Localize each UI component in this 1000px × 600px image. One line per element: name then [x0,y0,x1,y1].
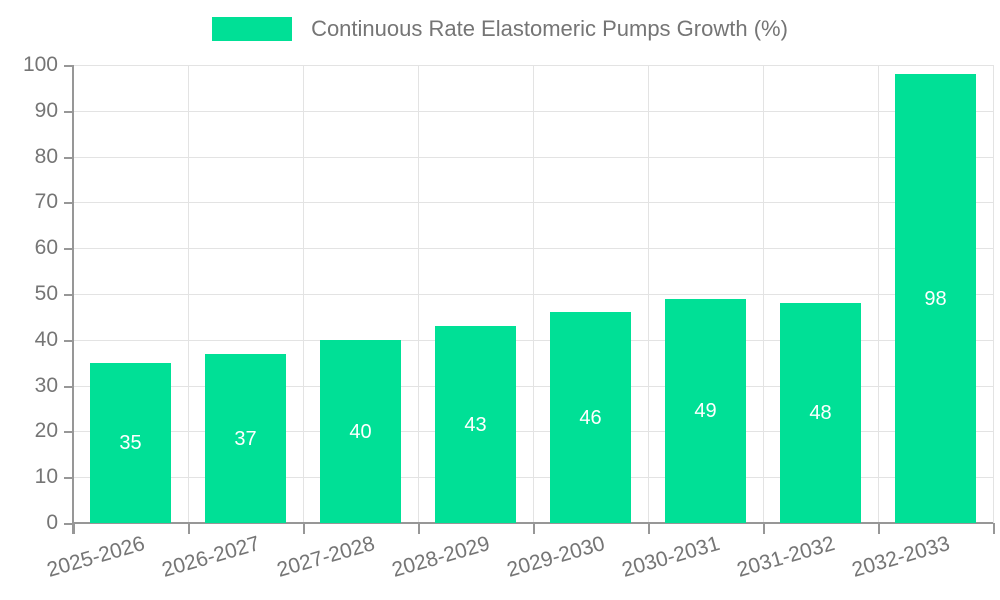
y-tick-label: 60 [34,236,58,259]
bar[interactable] [895,74,976,523]
legend[interactable]: Continuous Rate Elastomeric Pumps Growth… [0,16,1000,42]
y-tick-label: 90 [34,99,58,122]
legend-label: Continuous Rate Elastomeric Pumps Growth… [311,16,788,41]
y-tick [64,248,73,250]
y-axis-line [72,65,74,534]
x-tick [533,523,535,534]
legend-swatch [212,17,293,41]
y-tick [64,202,73,204]
y-tick-label: 40 [34,328,58,351]
x-gridline [878,65,879,523]
y-tick-label: 70 [34,190,58,213]
y-tick [64,157,73,159]
bar[interactable] [90,363,171,523]
x-tick [763,523,765,534]
x-gridline [993,65,994,523]
bar[interactable] [205,354,286,523]
y-tick [64,65,73,67]
x-gridline [648,65,649,523]
x-tick [993,523,995,534]
x-tick [418,523,420,534]
x-gridline [418,65,419,523]
y-tick-label: 50 [34,282,58,305]
x-tick [648,523,650,534]
x-tick [73,523,75,534]
y-tick [64,386,73,388]
bar[interactable] [780,303,861,523]
y-tick-label: 10 [34,465,58,488]
bar[interactable] [665,299,746,523]
x-gridline [763,65,764,523]
y-tick-label: 100 [22,53,58,76]
y-tick [64,340,73,342]
bar[interactable] [320,340,401,523]
bar[interactable] [550,312,631,523]
y-tick [64,111,73,113]
y-tick-label: 20 [34,419,58,442]
y-tick [64,523,73,525]
x-tick [188,523,190,534]
x-tick [878,523,880,534]
y-tick [64,477,73,479]
x-gridline [533,65,534,523]
x-gridline [303,65,304,523]
y-tick [64,431,73,433]
y-tick-label: 0 [46,511,58,534]
y-tick-label: 80 [34,145,58,168]
y-tick-label: 30 [34,374,58,397]
y-tick [64,294,73,296]
x-gridline [188,65,189,523]
bar[interactable] [435,326,516,523]
x-axis-line [72,522,993,524]
x-tick [303,523,305,534]
